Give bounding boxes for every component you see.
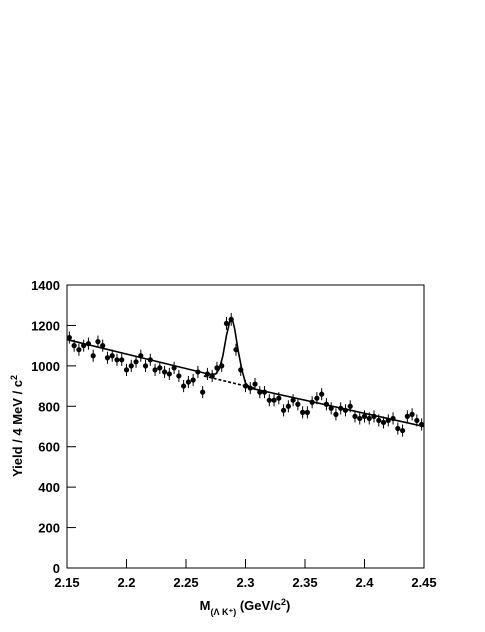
data-point bbox=[166, 371, 172, 377]
data-point bbox=[404, 413, 410, 419]
data-point bbox=[190, 377, 196, 383]
x-axis-label-part: 2 bbox=[281, 597, 286, 607]
data-point bbox=[347, 403, 353, 409]
data-point bbox=[109, 353, 115, 359]
data-point bbox=[128, 363, 134, 369]
data-point bbox=[314, 395, 320, 401]
y-axis-label: Yield / 4 MeV / c2 bbox=[9, 375, 25, 477]
data-point bbox=[285, 403, 291, 409]
data-point bbox=[185, 379, 191, 385]
data-point bbox=[276, 395, 282, 401]
data-point bbox=[142, 363, 149, 369]
data-point bbox=[319, 391, 325, 397]
y-tick-label: 1200 bbox=[31, 318, 60, 333]
y-tick-label: 0 bbox=[53, 561, 60, 576]
data-point bbox=[414, 417, 420, 424]
data-point bbox=[119, 357, 125, 363]
data-point bbox=[395, 425, 401, 432]
y-tick-label: 1400 bbox=[31, 278, 60, 293]
data-point bbox=[271, 397, 277, 403]
data-point bbox=[304, 409, 310, 415]
data-point bbox=[295, 401, 301, 407]
data-point bbox=[200, 389, 206, 395]
x-tick-label: 2.45 bbox=[411, 575, 436, 590]
data-point bbox=[409, 411, 415, 417]
data-point bbox=[71, 343, 77, 349]
data-point bbox=[223, 320, 230, 327]
data-point bbox=[76, 347, 82, 353]
data-point bbox=[290, 397, 296, 403]
data-point bbox=[252, 381, 258, 387]
x-tick-label: 2.3 bbox=[236, 575, 254, 590]
x-axis-label-part: (Λ K⁺) bbox=[210, 607, 236, 617]
y-axis-label-part: Yield / 4 MeV / c bbox=[10, 380, 25, 477]
data-point bbox=[352, 413, 358, 419]
data-point bbox=[161, 369, 168, 375]
data-point bbox=[104, 355, 111, 361]
y-tick-label: 800 bbox=[38, 399, 60, 414]
data-point bbox=[266, 397, 272, 403]
y-tick-label: 200 bbox=[38, 521, 60, 536]
data-point bbox=[133, 359, 139, 365]
x-tick-label: 2.2 bbox=[117, 575, 135, 590]
data-point bbox=[280, 407, 287, 413]
x-axis-label-part: M bbox=[200, 598, 211, 613]
x-tick-label: 2.35 bbox=[292, 575, 317, 590]
data-point bbox=[123, 367, 130, 373]
y-axis-label-part: 2 bbox=[9, 375, 19, 380]
data-point bbox=[114, 357, 120, 363]
x-tick-label: 2.4 bbox=[355, 575, 374, 590]
x-axis-label-part: (GeV/c bbox=[236, 598, 281, 613]
data-point bbox=[90, 353, 96, 359]
data-point bbox=[357, 415, 363, 422]
data-point bbox=[399, 427, 406, 434]
y-tick-label: 400 bbox=[38, 480, 60, 495]
data-point bbox=[376, 417, 382, 424]
plot-frame bbox=[66, 284, 425, 569]
fit-curve bbox=[66, 318, 425, 428]
data-point bbox=[176, 373, 182, 379]
data-point bbox=[157, 365, 163, 371]
data-point bbox=[152, 367, 158, 373]
data-point bbox=[300, 409, 306, 415]
x-axis-label: M(Λ K⁺) (GeV/c2) bbox=[200, 597, 291, 617]
data-point bbox=[100, 343, 106, 349]
data-point bbox=[66, 334, 72, 341]
y-tick-label: 600 bbox=[38, 440, 60, 455]
data-point bbox=[333, 411, 339, 417]
data-point bbox=[95, 339, 101, 345]
data-point bbox=[181, 383, 187, 389]
x-axis-label-part: ) bbox=[286, 598, 290, 613]
y-tick-label: 1000 bbox=[31, 359, 60, 374]
data-point bbox=[361, 413, 368, 419]
x-tick-label: 2.15 bbox=[54, 575, 79, 590]
x-tick-label: 2.25 bbox=[173, 575, 198, 590]
data-point bbox=[366, 415, 372, 422]
data-point bbox=[380, 419, 387, 426]
